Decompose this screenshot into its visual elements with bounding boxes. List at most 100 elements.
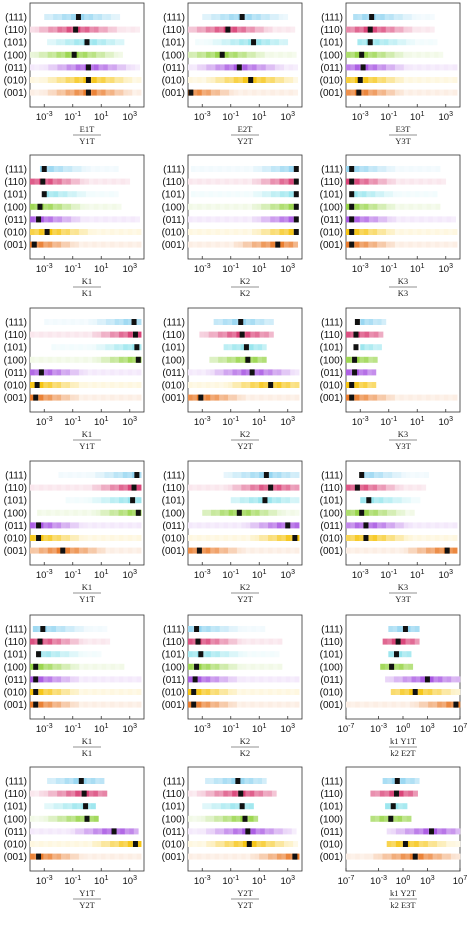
- strip-cell: [215, 241, 221, 248]
- marker: [349, 166, 355, 172]
- strip-cell: [252, 216, 257, 223]
- strip-cell: [30, 229, 35, 235]
- strip-cell: [47, 535, 53, 541]
- marker: [292, 853, 298, 860]
- strip-cell: [387, 701, 392, 708]
- strip-cell: [245, 382, 251, 388]
- strip-(110): [188, 484, 300, 491]
- strip-cell: [249, 815, 254, 822]
- strip-cell: [66, 828, 71, 835]
- strip-cell: [223, 547, 229, 554]
- strip-cell: [416, 14, 422, 20]
- strip-cell: [192, 790, 198, 797]
- strip-cell: [281, 701, 287, 708]
- strip-cell: [91, 509, 97, 516]
- strip-cell: [421, 484, 427, 491]
- strip-cell: [210, 216, 216, 223]
- strip-cell: [257, 191, 263, 198]
- strip-cell: [293, 241, 299, 248]
- strip-cell: [188, 701, 193, 708]
- strip-cell: [43, 484, 49, 491]
- strip-(101): [353, 344, 382, 351]
- strip-cell: [231, 815, 237, 822]
- strip-cell: [83, 701, 89, 708]
- strip-cell: [74, 676, 80, 683]
- strip-cell: [264, 828, 270, 835]
- strip-(110): [30, 331, 142, 338]
- row-label: (100): [320, 202, 343, 213]
- strip-cell: [61, 229, 66, 235]
- strip-cell: [364, 509, 370, 516]
- strip-cell: [378, 216, 383, 223]
- row-label: (001): [162, 88, 185, 99]
- strip-(011): [30, 216, 141, 223]
- strip-cell: [188, 815, 193, 822]
- strip-cell: [61, 828, 67, 835]
- strip-cell: [381, 203, 387, 210]
- strip-cell: [430, 229, 436, 235]
- strip-cell: [368, 394, 373, 401]
- marker: [359, 509, 365, 516]
- strip-(010): [386, 841, 461, 847]
- strip-cell: [110, 701, 115, 708]
- marker: [359, 472, 365, 478]
- strip-(111): [346, 166, 441, 172]
- strip-cell: [370, 39, 376, 46]
- strip-cell: [47, 241, 53, 248]
- strip-cell: [386, 77, 391, 83]
- panel-2: (111)(110)(101)(100)(011)(010)(001)10-3 1…: [320, 2, 461, 146]
- strip-cell: [414, 472, 420, 478]
- strip-cell: [105, 89, 111, 96]
- strip-cell: [52, 356, 57, 363]
- strip-cell: [272, 535, 278, 541]
- tick-label: 10-7: [338, 723, 355, 735]
- strip-cell: [399, 484, 404, 491]
- strip-cell: [396, 701, 402, 708]
- strip-cell: [136, 522, 142, 529]
- strip-cell: [274, 203, 280, 210]
- strip-cell: [392, 497, 398, 504]
- strip-cell: [257, 778, 263, 784]
- strip-cell: [118, 689, 124, 695]
- strip-cell: [381, 26, 387, 33]
- strip-cell: [114, 89, 120, 96]
- strip-cell: [250, 535, 255, 541]
- strip-cell: [244, 191, 250, 198]
- strip-cell: [105, 39, 111, 46]
- row-label: (110): [4, 177, 27, 188]
- marker: [225, 26, 231, 33]
- strip-cell: [52, 216, 58, 223]
- strip-cell: [132, 77, 138, 83]
- row-label: (101): [4, 343, 27, 354]
- strip-cell: [48, 790, 53, 797]
- strip-cell: [210, 26, 216, 33]
- strip-(100): [346, 509, 415, 516]
- strip-cell: [87, 638, 93, 645]
- strip-cell: [101, 241, 106, 248]
- xlabel-numerator: E3T: [396, 124, 411, 134]
- strip-cell: [220, 241, 225, 248]
- strip-cell: [38, 394, 44, 401]
- strip-cell: [277, 663, 283, 670]
- strip-cell: [384, 663, 390, 670]
- strip-cell: [450, 853, 456, 860]
- strip-cell: [30, 535, 35, 541]
- strip-cell: [56, 356, 62, 363]
- strip-cell: [232, 522, 238, 529]
- strip-cell: [425, 51, 430, 58]
- strip-cell: [396, 853, 402, 860]
- marker: [243, 344, 249, 351]
- strip-cell: [65, 484, 71, 491]
- strip-cell: [75, 216, 81, 223]
- panel-7: (111)(110)(101)(100)(011)(010)(001)10-3 1…: [162, 307, 303, 451]
- strip-cell: [132, 369, 138, 376]
- strip-cell: [237, 828, 243, 835]
- strip-cell: [354, 241, 360, 248]
- strip-cell: [269, 14, 275, 20]
- strip-cell: [224, 828, 229, 835]
- strip-cell: [398, 803, 403, 810]
- strip-(111): [58, 472, 142, 478]
- strip-cell: [43, 178, 49, 185]
- strip-cell: [363, 547, 369, 554]
- strip-cell: [210, 841, 216, 847]
